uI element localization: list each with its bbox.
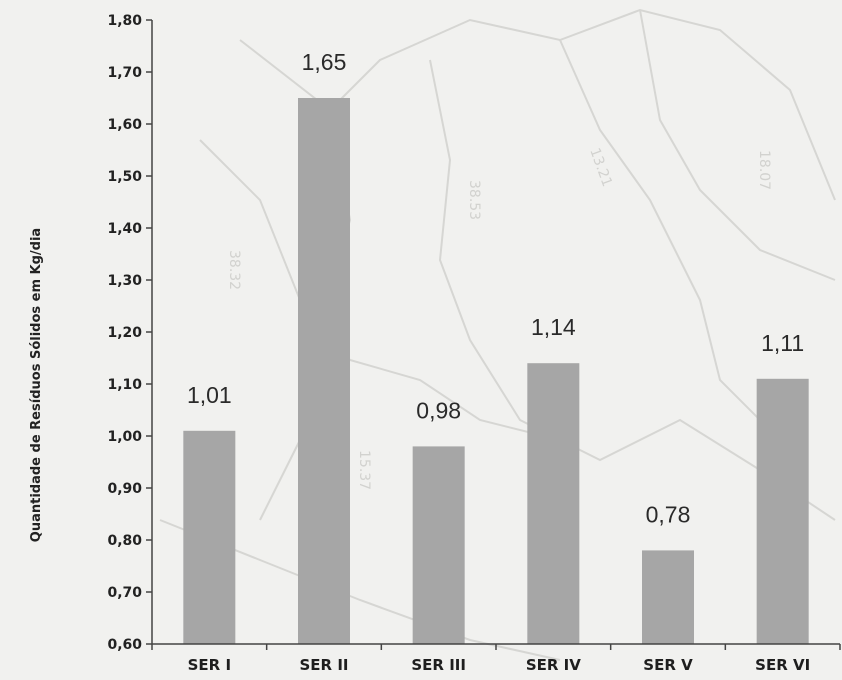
- x-tick-label: SER I: [188, 656, 231, 674]
- svg-text:15.37: 15.37: [356, 450, 372, 490]
- y-axis-label: Quantidade de Resíduos Sólidos em Kg/dia: [29, 228, 44, 542]
- y-tick-label: 0,80: [107, 533, 142, 549]
- bar-ser-ii: [298, 98, 350, 644]
- data-label: 1,65: [302, 49, 347, 75]
- x-axis-ticks: SER I SER II SER III SER IV SER V SER VI: [151, 644, 841, 674]
- y-axis-ticks: 0,60 0,70 0,80 0,90 1,00 1,10 1,20 1,30 1,40 1,50…: [107, 13, 152, 653]
- y-tick-label: 1,40: [107, 221, 142, 237]
- bars-group: [183, 98, 809, 644]
- y-tick-label: 1,20: [107, 325, 142, 341]
- bar-ser-iv: [527, 363, 580, 644]
- background-map-watermark: 38.53 13.21 18.07 38.32 15.37: [159, 8, 836, 661]
- svg-text:38.53: 38.53: [466, 180, 482, 220]
- bar-ser-v: [642, 550, 694, 644]
- y-tick-label: 0,90: [107, 481, 142, 497]
- y-tick-label: 1,80: [107, 13, 142, 29]
- x-tick-label: SER VI: [755, 656, 810, 674]
- y-tick-label: 1,60: [107, 117, 142, 133]
- data-label: 1,01: [187, 382, 232, 408]
- svg-text:13.21: 13.21: [586, 146, 615, 189]
- data-label: 0,78: [646, 501, 691, 527]
- y-tick-label: 1,70: [107, 65, 142, 81]
- bar-ser-iii: [412, 446, 465, 644]
- x-tick-label: SER IV: [526, 656, 581, 674]
- bar-ser-vi: [756, 378, 809, 644]
- x-tick-label: SER II: [300, 656, 349, 674]
- y-tick-label: 1,00: [107, 429, 142, 445]
- svg-text:38.32: 38.32: [226, 250, 242, 290]
- svg-text:18.07: 18.07: [756, 150, 772, 190]
- y-tick-label: 1,50: [107, 169, 142, 185]
- bar-ser-i: [183, 430, 236, 644]
- data-label: 0,98: [416, 397, 461, 423]
- y-tick-label: 1,10: [107, 377, 142, 393]
- y-tick-label: 0,70: [107, 585, 142, 601]
- x-tick-label: SER V: [643, 656, 693, 674]
- data-label: 1,14: [531, 314, 576, 340]
- data-labels-group: 1,01 1,65 0,98 1,14 0,78 1,11: [187, 49, 804, 527]
- data-label: 1,11: [761, 330, 804, 356]
- x-tick-label: SER III: [411, 656, 466, 674]
- y-tick-label: 1,30: [107, 273, 142, 289]
- y-tick-label: 0,60: [107, 637, 142, 653]
